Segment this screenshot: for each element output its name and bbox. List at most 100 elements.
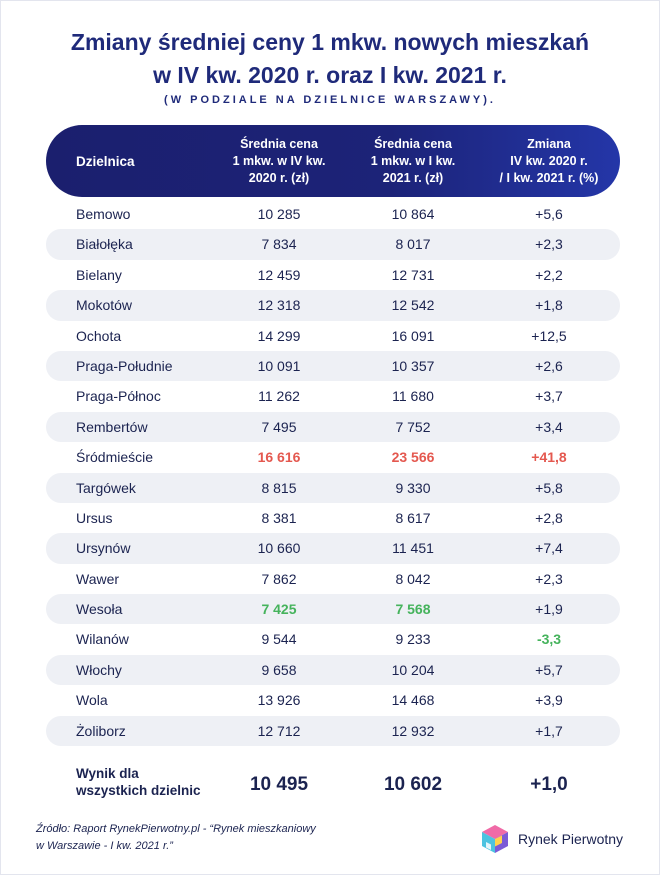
price-q4-2020: 7 834 (261, 236, 297, 253)
header-col3-line: / I kw. 2021 r. (%) (499, 170, 599, 185)
price-change: +2,2 (535, 266, 563, 283)
price-q4-2020: 16 616 (257, 449, 301, 466)
district-name: Mokotów (76, 297, 133, 314)
table-header: Dzielnica Średnia cena 1 mkw. w IV kw. 2… (46, 125, 620, 197)
title-line-2: w IV kw. 2020 r. oraz I kw. 2021 r. (153, 62, 507, 88)
header-col2-line: 2021 r. (zł) (382, 170, 444, 185)
table-row: Praga-Północ 11 262 11 680 +3,7 (46, 381, 620, 411)
table-row: Wola 13 926 14 468 +3,9 (46, 685, 620, 715)
table-row: Żoliborz 12 712 12 932 +1,7 (46, 715, 620, 747)
district-name: Ursus (76, 509, 113, 526)
source-line: w Warszawie - I kw. 2021 r.” (36, 840, 173, 852)
cube-logo-icon (482, 825, 508, 853)
district-name: Wawer (76, 570, 120, 587)
table-row: Bemowo 10 285 10 864 +5,6 (46, 199, 620, 229)
price-change: +3,4 (535, 418, 563, 435)
district-name: Targówek (76, 479, 136, 496)
price-q4-2020: 9 658 (261, 661, 297, 678)
total-price-q4-2020: 10 495 (249, 774, 309, 795)
page-title: Zmiany średniej ceny 1 mkw. nowych miesz… (0, 26, 660, 92)
district-name: Wilanów (76, 631, 129, 648)
price-q4-2020: 13 926 (257, 692, 301, 709)
price-change: +5,7 (535, 661, 563, 678)
header-col3-line: IV kw. 2020 r. (510, 153, 588, 168)
district-name: Ochota (76, 327, 122, 344)
price-change: +1,8 (535, 297, 563, 314)
page-subtitle: (W PODZIALE NA DZIELNICE WARSZAWY). (164, 94, 496, 106)
table-row: Bielany 12 459 12 731 +2,2 (46, 260, 620, 290)
table-row: Ursynów 10 660 11 451 +7,4 (46, 533, 620, 564)
table-row: Białołęka 7 834 8 017 +2,3 (46, 229, 620, 260)
price-q1-2021: 12 731 (391, 266, 435, 283)
price-q1-2021: 8 042 (395, 570, 431, 587)
price-change: +2,8 (535, 509, 563, 526)
price-q4-2020: 8 381 (261, 509, 297, 526)
price-q4-2020: 10 660 (257, 540, 301, 557)
table-body: Bemowo 10 285 10 864 +5,6 Białołęka 7 834 8 01… (46, 199, 620, 747)
table-row: Wesoła 7 425 7 568 +1,9 (46, 594, 620, 625)
price-change: -3,3 (536, 631, 562, 648)
price-change: +7,4 (535, 540, 563, 557)
price-q1-2021: 10 357 (391, 357, 435, 374)
total-label-line: Wynik dla (76, 766, 139, 781)
price-q4-2020: 12 318 (257, 297, 301, 314)
price-change: +12,5 (531, 327, 567, 344)
district-name: Śródmieście (76, 449, 154, 466)
table-row: Praga-Południe 10 091 10 357 +2,6 (46, 350, 620, 382)
price-q4-2020: 14 299 (257, 327, 301, 344)
price-q1-2021: 12 932 (391, 722, 435, 739)
price-q4-2020: 9 544 (261, 631, 297, 648)
price-q1-2021: 10 864 (391, 206, 435, 222)
price-change: +1,7 (535, 722, 563, 739)
header-change: Zmiana IV kw. 2020 r. / I kw. 2021 r. (%… (486, 125, 612, 197)
price-q1-2021: 8 017 (395, 236, 431, 253)
total-row: Wynik dla wszystkich dzielnic 10 495 10 … (46, 764, 620, 814)
table-row: Ochota 14 299 16 091 +12,5 (46, 321, 620, 351)
table-row: Włochy 9 658 10 204 +5,7 (46, 654, 620, 686)
header-col1-line: 1 mkw. w IV kw. (232, 153, 326, 168)
total-label: Wynik dla wszystkich dzielnic (76, 765, 236, 799)
price-q1-2021: 16 091 (391, 327, 435, 344)
district-name: Bielany (76, 266, 122, 283)
price-q1-2021: 10 204 (391, 661, 435, 678)
table-row: Wawer 7 862 8 042 +2,3 (46, 564, 620, 594)
table-row: Targówek 8 815 9 330 +5,8 (46, 472, 620, 503)
price-q1-2021: 9 330 (395, 479, 431, 496)
brand-logo: Rynek Pierwotny (478, 822, 623, 856)
header-dzielnica: Dzielnica (76, 153, 135, 169)
table-row: Mokotów 12 318 12 542 +1,8 (46, 290, 620, 321)
district-name: Praga-Północ (76, 388, 161, 405)
price-q4-2020: 10 091 (257, 357, 301, 374)
price-q4-2020: 12 459 (257, 266, 301, 283)
price-change: +2,6 (535, 357, 563, 374)
price-q1-2021: 9 233 (395, 631, 431, 648)
price-q1-2021: 23 566 (391, 449, 435, 466)
district-name: Praga-Południe (76, 357, 173, 374)
district-name: Rembertów (76, 418, 148, 435)
price-change: +3,9 (535, 692, 563, 709)
header-col3-line: Zmiana (527, 136, 571, 151)
source-note: Źródło: Raport RynekPierwotny.pl - “Ryne… (36, 821, 316, 855)
price-change: +5,8 (535, 479, 563, 496)
price-change: +2,3 (535, 236, 563, 253)
source-line: Źródło: Raport RynekPierwotny.pl - “Ryne… (36, 823, 316, 835)
title-line-1: Zmiany średniej ceny 1 mkw. nowych miesz… (70, 29, 590, 55)
price-q1-2021: 14 468 (391, 692, 435, 709)
price-change: +3,7 (535, 388, 563, 405)
total-change: +1,0 (530, 774, 568, 795)
price-q1-2021: 12 542 (391, 297, 435, 314)
price-change: +41,8 (531, 449, 567, 466)
header-col2-line: Średnia cena (374, 136, 452, 151)
price-q4-2020: 7 425 (261, 601, 297, 618)
price-q1-2021: 11 451 (392, 540, 434, 557)
price-q4-2020: 7 862 (261, 570, 297, 587)
district-name: Wesoła (76, 601, 123, 618)
price-q4-2020: 11 262 (258, 388, 300, 405)
price-q1-2021: 7 752 (395, 418, 431, 435)
price-q1-2021: 8 617 (395, 509, 431, 526)
district-name: Wola (76, 692, 108, 709)
table-row: Ursus 8 381 8 617 +2,8 (46, 503, 620, 533)
district-name: Żoliborz (76, 722, 126, 739)
header-price-q1-2021: Średnia cena 1 mkw. w I kw. 2021 r. (zł) (348, 125, 478, 197)
total-price-q1-2021: 10 602 (383, 774, 443, 795)
